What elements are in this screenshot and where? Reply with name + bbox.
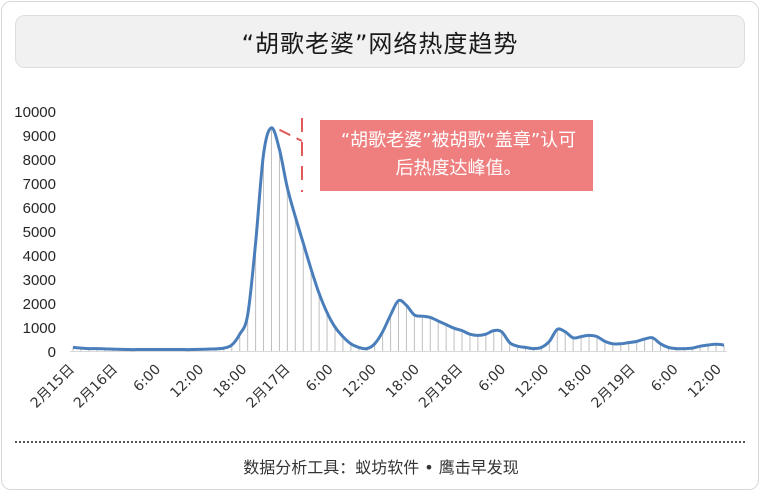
y-tick-label: 3000 (23, 272, 56, 289)
y-tick-label: 7000 (23, 176, 56, 193)
x-tick-label: 2月18日 (416, 362, 466, 412)
x-tick-label: 6:00 (303, 362, 337, 396)
y-tick-label: 4000 (23, 248, 56, 265)
x-tick-label: 18:00 (211, 362, 251, 402)
x-tick-label: 2月19日 (589, 362, 639, 412)
y-tick-label: 2000 (23, 296, 56, 313)
x-tick-label: 6:00 (476, 362, 510, 396)
footer-source: 数据分析工具：蚁坊软件 • 鹰击早发现 (243, 458, 519, 477)
series-line (72, 126, 725, 352)
x-tick-label: 18:00 (383, 362, 423, 402)
y-tick-label: 1000 (23, 320, 56, 337)
y-tick-label: 10000 (14, 104, 56, 121)
x-tick-label: 12:00 (340, 362, 380, 402)
x-tick-label: 6:00 (131, 362, 165, 396)
annotation-callout: “胡歌老婆”被胡歌“盖章”认可后热度达峰值。 (320, 120, 593, 191)
footer-divider (15, 441, 745, 443)
x-tick-label: 12:00 (685, 362, 725, 402)
chart-title: “胡歌老婆”网络热度趋势 (15, 15, 745, 68)
y-tick-label: 9000 (23, 128, 56, 145)
y-tick-label: 8000 (23, 152, 56, 169)
x-tick-label: 18:00 (556, 362, 596, 402)
x-tick-label: 2月15日 (28, 362, 78, 412)
x-tick-label: 2月16日 (71, 362, 121, 412)
callout-connector (279, 128, 303, 142)
y-tick-label: 5000 (23, 224, 56, 241)
x-tick-label: 2月17日 (243, 362, 293, 412)
x-tick-label: 12:00 (512, 362, 552, 402)
y-tick-label: 6000 (23, 200, 56, 217)
x-tick-label: 12:00 (167, 362, 207, 402)
y-tick-label: 0 (48, 344, 56, 361)
x-tick-label: 6:00 (648, 362, 682, 396)
